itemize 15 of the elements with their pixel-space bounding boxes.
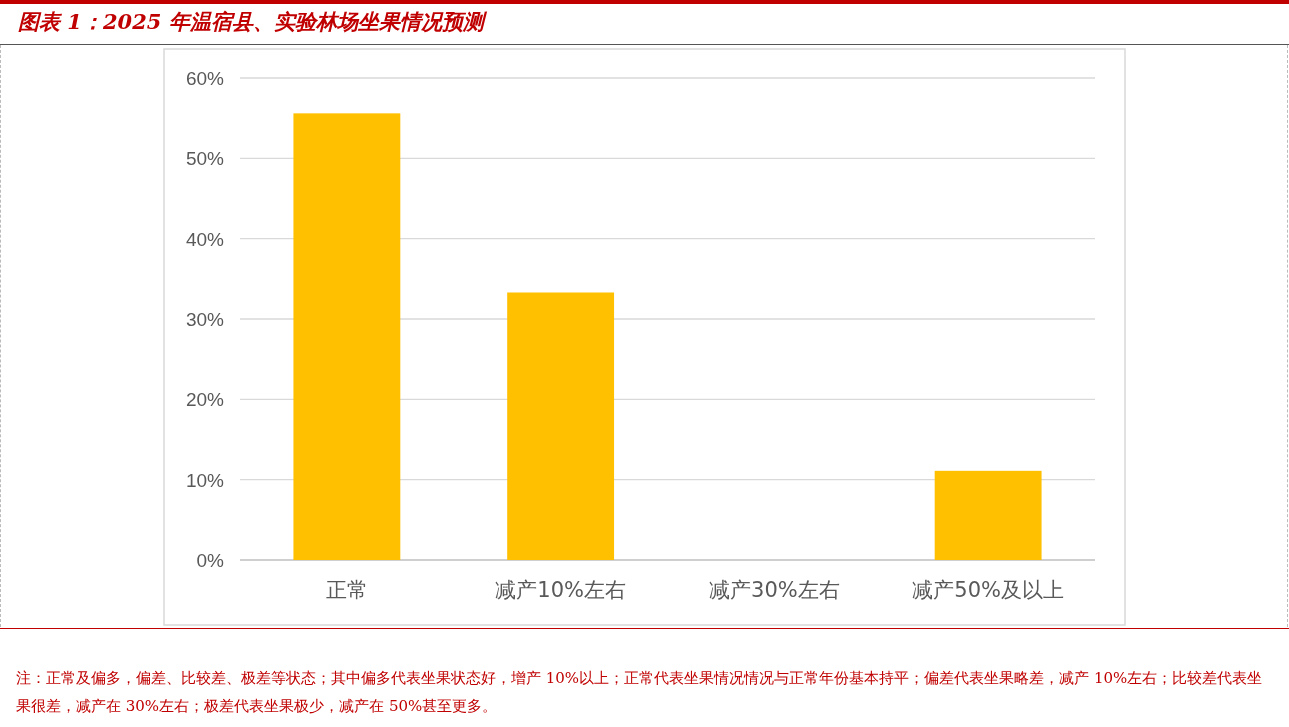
y-tick-label: 0% <box>196 550 225 571</box>
y-tick-label: 20% <box>185 389 225 411</box>
x-tick-label: 减产50%及以上 <box>912 578 1064 602</box>
y-tick-label: 40% <box>185 228 225 250</box>
bar <box>293 113 401 560</box>
bar <box>934 470 1042 560</box>
y-tick-label: 30% <box>185 309 225 330</box>
x-tick-label: 减产10%左右 <box>495 578 626 602</box>
y-tick-label: 50% <box>185 148 225 170</box>
x-tick-label: 正常 <box>325 578 368 602</box>
y-tick-label: 10% <box>185 469 225 491</box>
text: 注：正常及偏多，偏差、比较差、极差等状态；其中偏多代表坐果状态好，增产 10%以上；正常代表坐果情况情况与正常年份基本持平；偏差代表坐果略差，减产 10%左右；比较差代表坐果很差，减产在 30%左右；极差代表坐果极少，减产在 50%甚至更多。 <box>16 668 1264 717</box>
bar <box>507 292 615 560</box>
x-tick-label: 减产30%左右 <box>709 578 840 602</box>
y-tick-label: 60% <box>185 68 225 89</box>
